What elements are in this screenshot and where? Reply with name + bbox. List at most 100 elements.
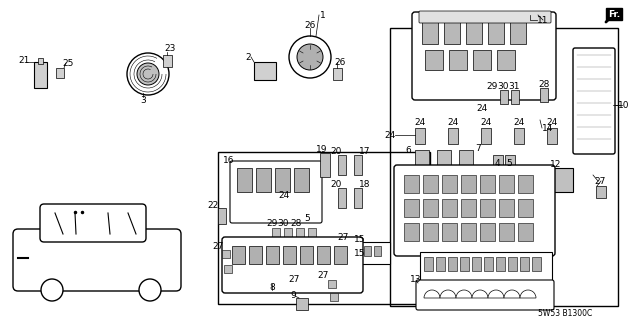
Bar bbox=[499, 199, 514, 217]
Bar bbox=[436, 257, 445, 271]
Text: 24: 24 bbox=[447, 117, 459, 126]
Text: 7: 7 bbox=[475, 143, 481, 153]
Bar bbox=[460, 257, 469, 271]
FancyBboxPatch shape bbox=[230, 161, 322, 223]
Text: 1: 1 bbox=[320, 11, 326, 20]
Bar bbox=[480, 175, 495, 193]
Text: 24: 24 bbox=[384, 131, 396, 140]
Bar bbox=[338, 155, 346, 175]
Bar bbox=[518, 199, 533, 217]
Bar bbox=[296, 228, 304, 240]
Bar bbox=[222, 250, 230, 258]
Text: 27: 27 bbox=[317, 270, 329, 279]
Circle shape bbox=[41, 279, 63, 301]
Bar bbox=[553, 168, 573, 192]
Bar bbox=[354, 155, 362, 175]
Bar bbox=[272, 228, 280, 240]
Bar bbox=[317, 246, 330, 264]
Circle shape bbox=[139, 279, 161, 301]
Text: 28: 28 bbox=[538, 79, 550, 89]
Bar bbox=[34, 62, 47, 88]
Bar bbox=[520, 257, 529, 271]
Bar bbox=[232, 246, 245, 264]
Bar bbox=[596, 186, 606, 198]
Text: 27: 27 bbox=[595, 177, 605, 186]
Bar bbox=[423, 175, 438, 193]
Bar bbox=[415, 128, 425, 144]
Bar bbox=[163, 55, 172, 67]
Bar bbox=[499, 223, 514, 241]
Bar bbox=[459, 150, 473, 168]
Wedge shape bbox=[472, 290, 488, 298]
Text: 24: 24 bbox=[477, 103, 487, 113]
Bar bbox=[466, 22, 482, 44]
Text: 14: 14 bbox=[542, 124, 554, 132]
Bar bbox=[374, 246, 381, 256]
Bar bbox=[424, 257, 433, 271]
FancyBboxPatch shape bbox=[394, 165, 555, 256]
Bar bbox=[488, 22, 504, 44]
Bar bbox=[254, 62, 276, 80]
Text: 24: 24 bbox=[514, 117, 524, 126]
Bar bbox=[283, 246, 296, 264]
Text: 24: 24 bbox=[278, 190, 290, 199]
Text: 4: 4 bbox=[494, 158, 500, 167]
Bar bbox=[294, 168, 309, 192]
Bar bbox=[338, 188, 346, 208]
Wedge shape bbox=[504, 290, 520, 298]
Bar bbox=[296, 298, 308, 310]
Circle shape bbox=[289, 36, 331, 78]
Bar bbox=[518, 223, 533, 241]
Circle shape bbox=[127, 53, 169, 95]
Text: 9: 9 bbox=[290, 291, 296, 300]
Bar bbox=[334, 246, 341, 256]
Wedge shape bbox=[456, 290, 472, 298]
Bar bbox=[480, 223, 495, 241]
Bar bbox=[237, 168, 252, 192]
FancyBboxPatch shape bbox=[40, 204, 146, 242]
Text: 20: 20 bbox=[330, 180, 342, 188]
Bar bbox=[330, 293, 338, 301]
Text: Fr.: Fr. bbox=[608, 10, 620, 19]
Text: 26: 26 bbox=[334, 58, 346, 67]
Text: 15: 15 bbox=[354, 235, 366, 244]
Bar bbox=[404, 175, 419, 193]
Bar bbox=[514, 128, 524, 144]
Bar bbox=[437, 150, 451, 168]
Text: 11: 11 bbox=[537, 15, 549, 25]
Bar bbox=[425, 50, 443, 70]
Text: 20: 20 bbox=[330, 147, 342, 156]
Bar bbox=[497, 50, 515, 70]
Text: 22: 22 bbox=[207, 201, 219, 210]
Text: 28: 28 bbox=[290, 219, 302, 228]
Bar bbox=[404, 199, 419, 217]
Bar bbox=[38, 58, 43, 64]
Bar bbox=[284, 228, 292, 240]
Text: 5W53 B1300C: 5W53 B1300C bbox=[538, 308, 592, 317]
Bar bbox=[518, 175, 533, 193]
Bar bbox=[442, 175, 457, 193]
FancyBboxPatch shape bbox=[412, 12, 556, 100]
Bar bbox=[275, 168, 290, 192]
Text: 5: 5 bbox=[304, 213, 310, 222]
Bar bbox=[320, 153, 330, 177]
Bar bbox=[354, 188, 362, 208]
Bar bbox=[256, 168, 271, 192]
Bar bbox=[511, 90, 519, 104]
Bar bbox=[472, 257, 481, 271]
Bar bbox=[499, 175, 514, 193]
Text: 12: 12 bbox=[551, 159, 561, 169]
Bar bbox=[404, 223, 419, 241]
FancyBboxPatch shape bbox=[222, 237, 363, 293]
Text: 27: 27 bbox=[288, 276, 300, 284]
Text: 15: 15 bbox=[354, 249, 366, 258]
Bar bbox=[449, 50, 467, 70]
Circle shape bbox=[297, 44, 323, 70]
Text: 5: 5 bbox=[506, 158, 512, 167]
Bar bbox=[508, 257, 517, 271]
Text: 27: 27 bbox=[212, 242, 224, 251]
Bar bbox=[300, 246, 313, 264]
Text: 27: 27 bbox=[338, 233, 349, 242]
Text: 19: 19 bbox=[316, 145, 328, 154]
Bar bbox=[484, 257, 493, 271]
